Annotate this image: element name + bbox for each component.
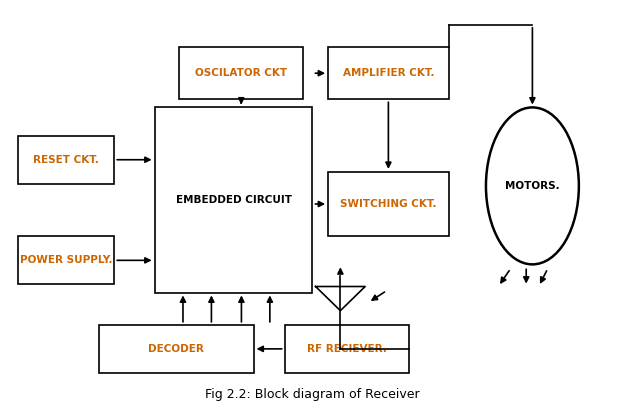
FancyBboxPatch shape <box>154 107 312 293</box>
Text: OSCILATOR CKT: OSCILATOR CKT <box>195 68 288 78</box>
Ellipse shape <box>486 107 579 264</box>
Text: RESET CKT.: RESET CKT. <box>33 155 99 165</box>
FancyBboxPatch shape <box>18 236 114 284</box>
Text: Fig 2.2: Block diagram of Receiver: Fig 2.2: Block diagram of Receiver <box>205 388 420 401</box>
Text: SWITCHING CKT.: SWITCHING CKT. <box>340 199 437 209</box>
Text: MOTORS.: MOTORS. <box>505 181 560 191</box>
FancyBboxPatch shape <box>328 172 449 236</box>
FancyBboxPatch shape <box>179 47 303 100</box>
Text: EMBEDDED CIRCUIT: EMBEDDED CIRCUIT <box>176 195 291 205</box>
FancyBboxPatch shape <box>99 325 254 373</box>
Text: DECODER: DECODER <box>148 344 204 354</box>
Text: POWER SUPPLY.: POWER SUPPLY. <box>20 255 112 265</box>
Text: AMPLIFIER CKT.: AMPLIFIER CKT. <box>342 68 434 78</box>
FancyBboxPatch shape <box>18 135 114 184</box>
FancyBboxPatch shape <box>328 47 449 100</box>
FancyBboxPatch shape <box>284 325 409 373</box>
Text: RF RECIEVER.: RF RECIEVER. <box>307 344 386 354</box>
